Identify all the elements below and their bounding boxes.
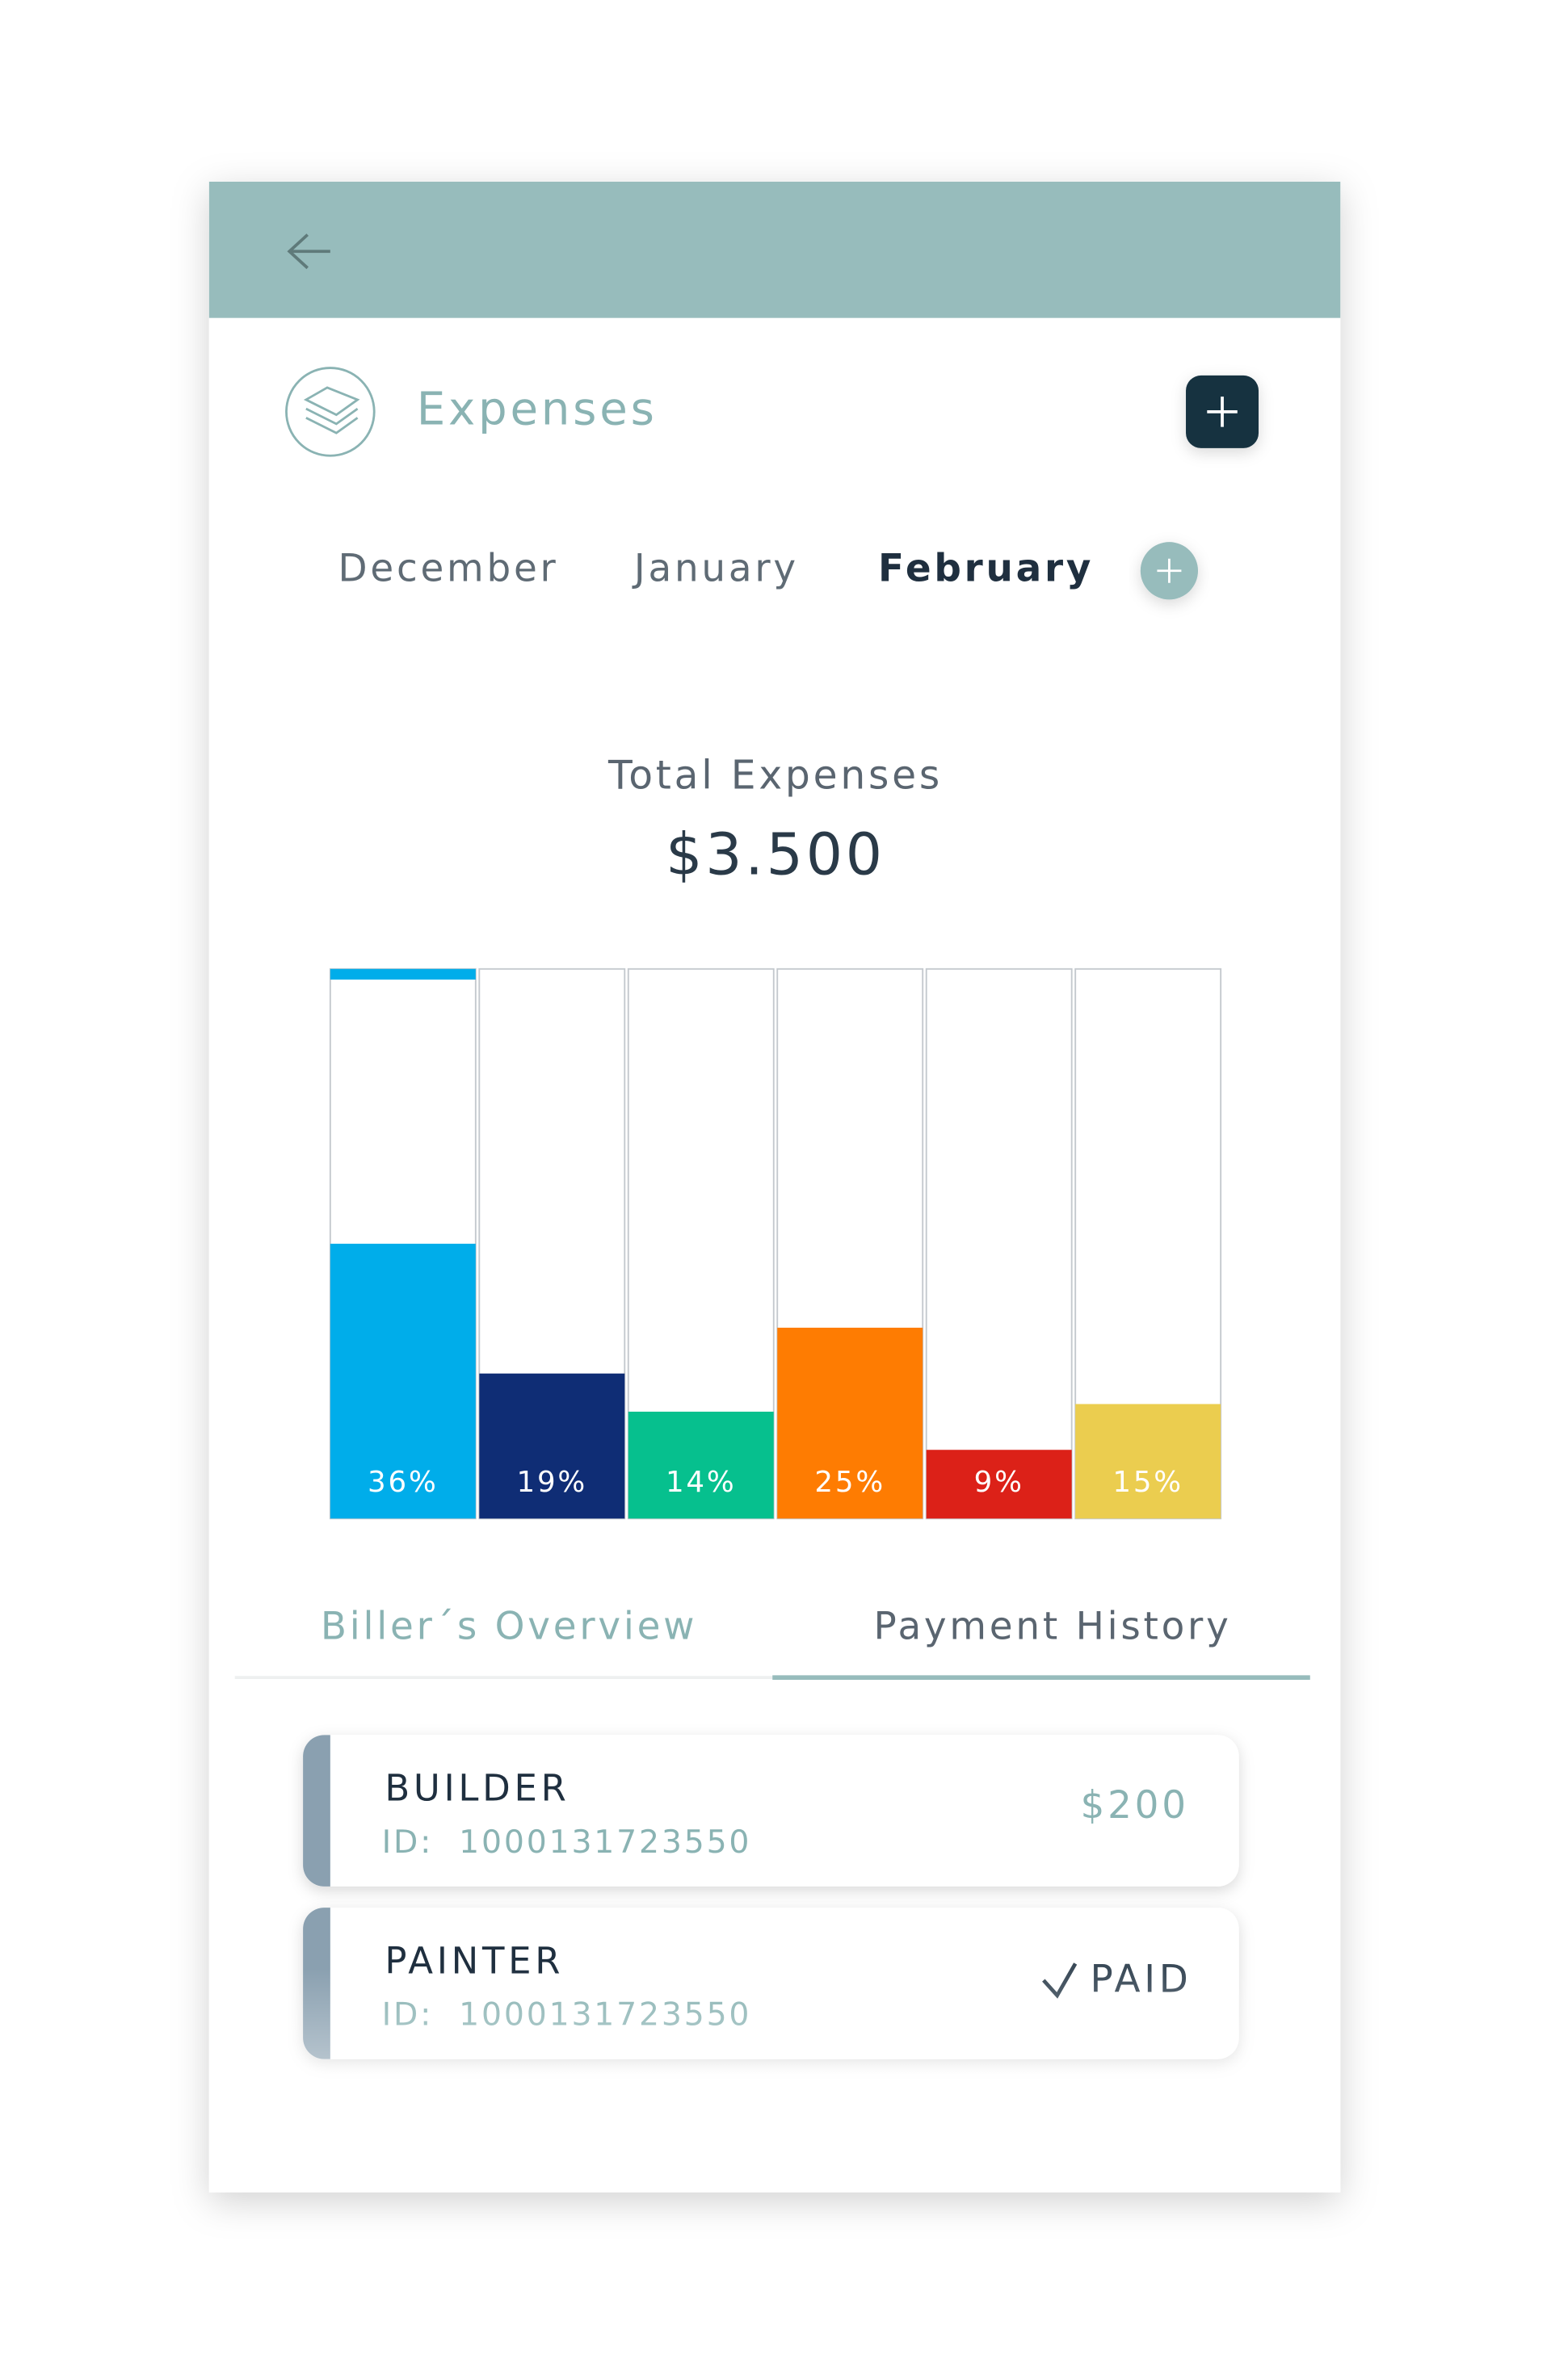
bar-chart: 36% 19% 14% 25% 9% 15% xyxy=(329,968,1222,1520)
bar xyxy=(628,1411,774,1519)
bar xyxy=(330,1244,476,1519)
total-label: Total Expenses xyxy=(607,753,943,799)
month-tab[interactable]: December xyxy=(338,547,559,590)
card-strip xyxy=(303,1735,330,1887)
section-tab[interactable]: Payment History xyxy=(874,1606,1232,1649)
bar xyxy=(926,1450,1072,1519)
bar-value-label: 15% xyxy=(1112,1466,1183,1499)
top-bar xyxy=(208,181,1341,318)
bar-value-label: 9% xyxy=(974,1466,1024,1499)
id-label: ID: xyxy=(382,1824,434,1861)
bar xyxy=(479,1373,625,1519)
bar-value-label: 25% xyxy=(814,1466,885,1499)
payment-card[interactable] xyxy=(303,1735,1239,1887)
back-button[interactable] xyxy=(287,233,330,270)
add-expense-button[interactable] xyxy=(1186,375,1259,448)
card-bg xyxy=(303,1735,1239,1887)
total-amount: $3.500 xyxy=(666,821,885,888)
biller-name: BUILDER xyxy=(385,1767,570,1810)
bar-value-label: 14% xyxy=(666,1466,737,1499)
biller-id: 1000131723550 xyxy=(459,1824,751,1861)
bar-value-label: 36% xyxy=(368,1466,439,1499)
page-title: Expenses xyxy=(417,384,658,436)
section-tab[interactable]: Biller´s Overview xyxy=(321,1606,697,1649)
list-fade xyxy=(208,1968,1341,2193)
amount: $200 xyxy=(1081,1784,1189,1828)
bar-value-label: 19% xyxy=(517,1466,588,1499)
expenses-icon xyxy=(285,367,376,457)
bar xyxy=(1075,1404,1221,1519)
bar xyxy=(777,1328,923,1519)
month-tab[interactable]: February xyxy=(878,547,1094,590)
month-tab[interactable]: January xyxy=(632,547,799,590)
selected-indicator xyxy=(330,968,476,980)
bar-track xyxy=(925,968,1073,1520)
add-month-button[interactable] xyxy=(1140,542,1199,600)
